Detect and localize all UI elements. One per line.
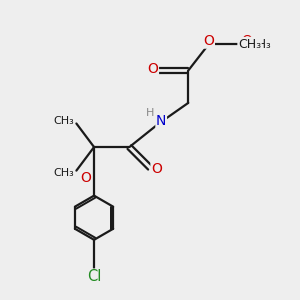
Text: CH₃: CH₃ xyxy=(54,116,74,126)
Text: CH₃: CH₃ xyxy=(238,38,261,50)
Text: O: O xyxy=(148,62,158,76)
Text: H: H xyxy=(146,108,154,118)
Text: O: O xyxy=(203,34,214,48)
Text: O: O xyxy=(151,162,162,176)
Text: O: O xyxy=(80,171,91,185)
Text: O: O xyxy=(242,34,253,48)
Text: N: N xyxy=(156,114,166,128)
Text: CH₃: CH₃ xyxy=(250,38,271,50)
Text: CH₃: CH₃ xyxy=(54,168,74,178)
Text: Cl: Cl xyxy=(87,269,101,284)
